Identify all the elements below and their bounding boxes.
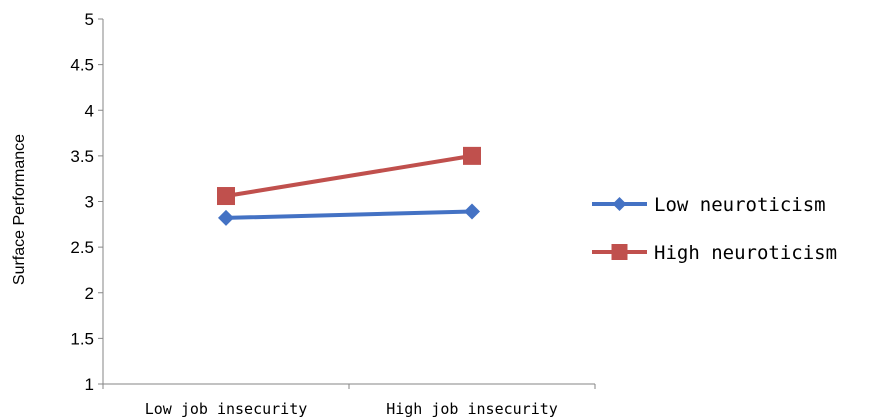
data-point-diamond: [218, 209, 234, 226]
axes: 1 1.5 2 2.5 3 3.5 4 4.5 5 Low job insecurity High …: [11, 10, 596, 418]
x-category-label: Low job insecurity: [145, 400, 308, 418]
legend-label: High neuroticism: [654, 242, 837, 264]
y-tick-label: 5: [85, 10, 94, 29]
legend-label: Low neuroticism: [654, 194, 826, 216]
y-tick-label: 4: [85, 101, 94, 120]
legend-item: High neuroticism: [592, 242, 837, 264]
series-line: [224, 209, 474, 220]
y-tick-label: 1.5: [70, 329, 94, 348]
data-point-square: [463, 146, 481, 165]
y-tick-label: 3: [85, 193, 94, 212]
legend-marker-square: [611, 244, 628, 260]
legend-marker-diamond: [612, 197, 627, 211]
x-category-label: High job insecurity: [386, 400, 558, 418]
y-tick-label: 2: [85, 284, 94, 303]
legend: Low neuroticism High neuroticism: [592, 194, 837, 264]
y-tick-label: 4.5: [70, 56, 94, 75]
data-point-square: [217, 187, 235, 206]
y-tick-label: 3.5: [70, 147, 94, 166]
y-tick-label: 2.5: [70, 238, 94, 257]
data-point-diamond: [464, 203, 480, 220]
series-line: [224, 153, 474, 199]
y-axis-title: Surface Performance: [11, 134, 28, 285]
legend-item: Low neuroticism: [592, 194, 826, 216]
plot-series: [217, 146, 481, 226]
y-tick-label: 1: [85, 375, 94, 394]
